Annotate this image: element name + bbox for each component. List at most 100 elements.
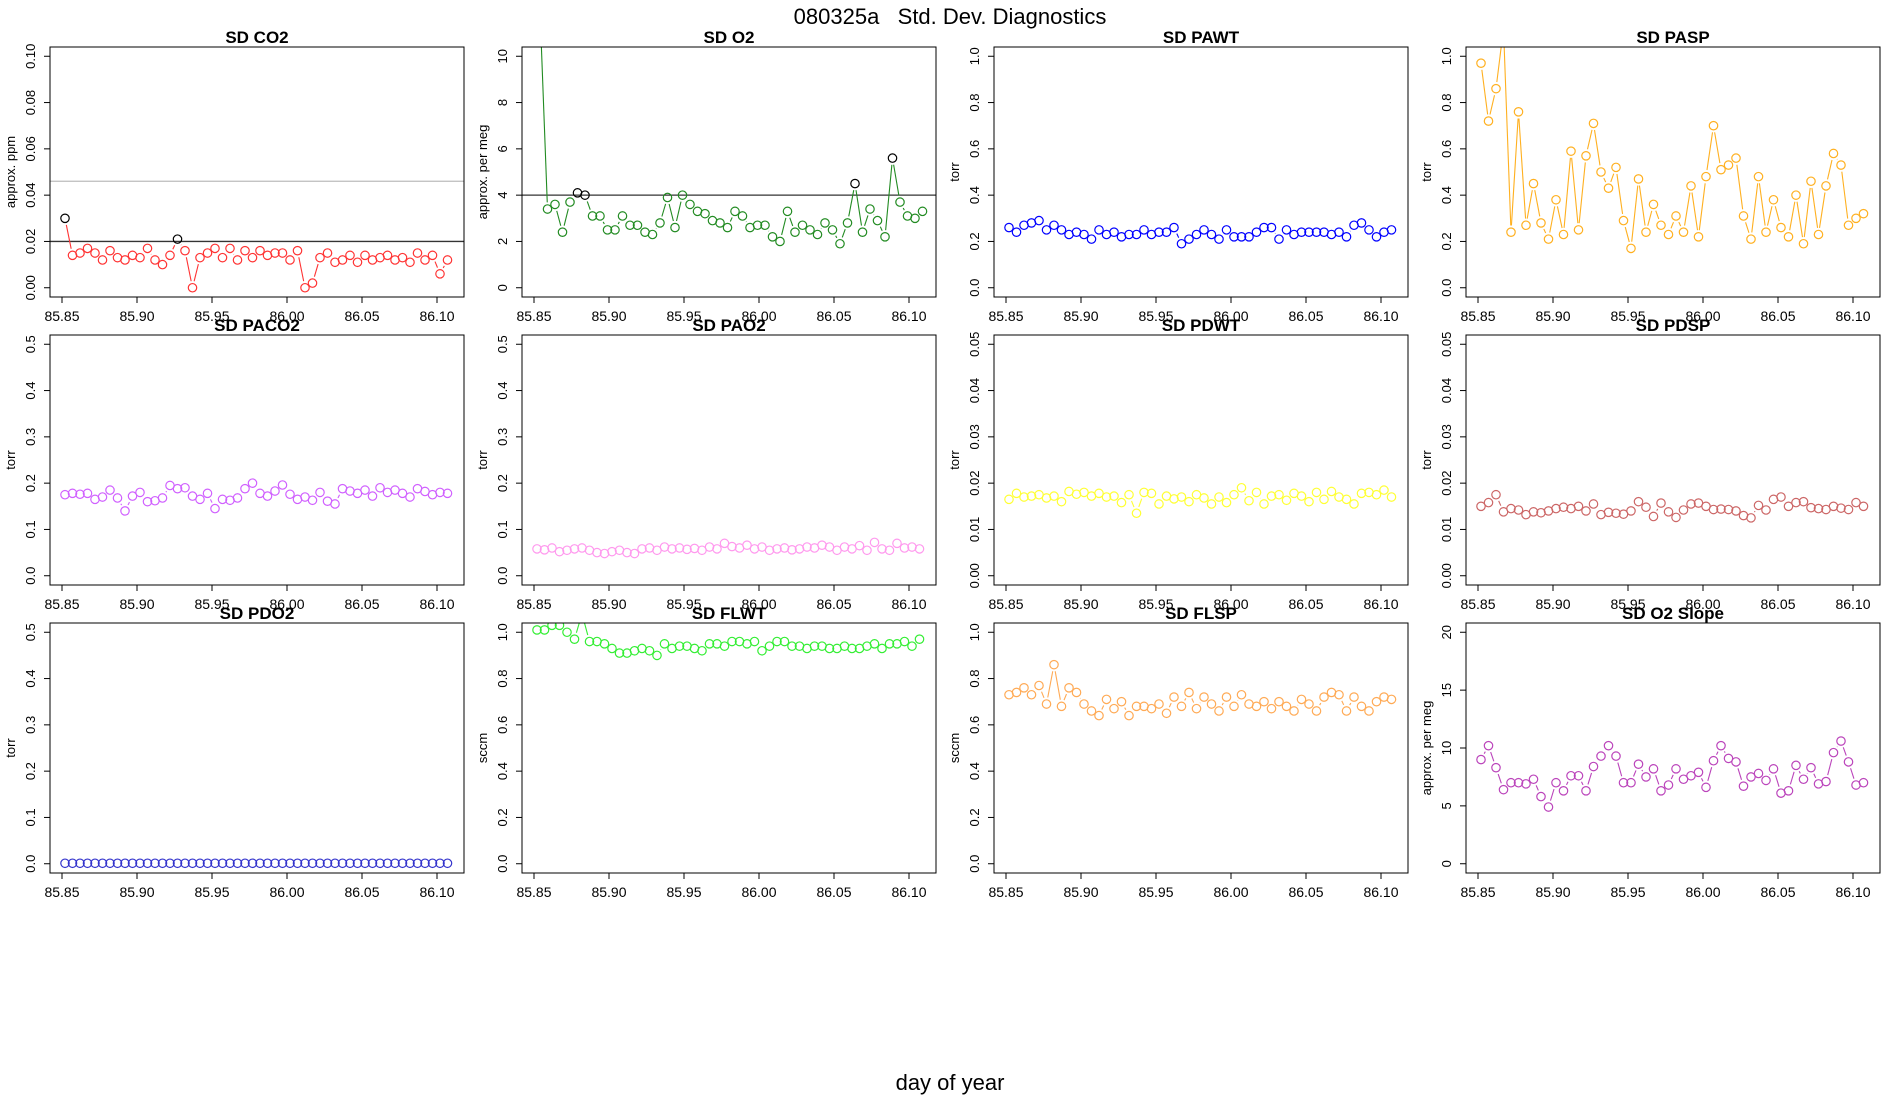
panel-title: SD PAO2 <box>692 316 765 335</box>
y-tick-label: 0.3 <box>23 428 38 446</box>
y-tick-label: 2 <box>495 238 510 245</box>
y-tick-label: 10 <box>495 49 510 63</box>
y-tick-label: 0.0 <box>23 567 38 585</box>
y-tick-label: 0.00 <box>967 563 982 588</box>
y-tick-label: 8 <box>495 99 510 106</box>
y-tick-label: 0.05 <box>967 332 982 357</box>
y-tick-label: 0.03 <box>1439 424 1454 449</box>
x-tick-label: 86.10 <box>891 308 926 324</box>
x-tick-label: 85.90 <box>591 596 626 612</box>
y-tick-label: 0.8 <box>967 94 982 112</box>
x-tick-label: 85.90 <box>119 884 154 900</box>
panel-title: SD O2 <box>703 28 754 47</box>
panel-ylabel: torr <box>3 450 18 470</box>
x-tick-label: 86.05 <box>1288 596 1323 612</box>
y-tick-label: 0.02 <box>23 229 38 254</box>
y-tick-label: 0.4 <box>495 382 510 400</box>
y-tick-label: 0 <box>1439 860 1454 867</box>
x-tick-label: 86.05 <box>1288 884 1323 900</box>
y-tick-label: 0.04 <box>23 182 38 207</box>
x-tick-label: 85.90 <box>1063 884 1098 900</box>
panel-title: SD PDSP <box>1636 316 1711 335</box>
y-tick-label: 1.0 <box>1439 47 1454 65</box>
x-tick-label: 85.90 <box>1535 884 1570 900</box>
x-tick-label: 85.95 <box>1138 884 1173 900</box>
y-tick-label: 5 <box>1439 802 1454 809</box>
panel-ylabel: approx. per meg <box>475 125 490 220</box>
y-tick-label: 0.3 <box>495 428 510 446</box>
x-tick-label: 86.10 <box>1835 596 1870 612</box>
x-tick-label: 85.85 <box>516 308 551 324</box>
x-tick-label: 86.05 <box>344 884 379 900</box>
x-tick-label: 85.85 <box>1460 884 1495 900</box>
x-tick-label: 85.85 <box>44 596 79 612</box>
y-tick-label: 0.2 <box>495 808 510 826</box>
panel-ylabel: approx. per meg <box>1419 701 1434 796</box>
x-tick-label: 86.05 <box>1760 884 1795 900</box>
x-tick-label: 85.90 <box>1535 308 1570 324</box>
y-tick-label: 0.0 <box>967 279 982 297</box>
y-tick-label: 0.04 <box>1439 378 1454 403</box>
y-tick-label: 20 <box>1439 625 1454 639</box>
y-tick-label: 4 <box>495 192 510 199</box>
x-tick-label: 85.85 <box>44 308 79 324</box>
y-tick-label: 0.8 <box>1439 94 1454 112</box>
x-tick-label: 85.85 <box>516 884 551 900</box>
y-tick-label: 0.0 <box>1439 279 1454 297</box>
y-tick-label: 0.2 <box>23 762 38 780</box>
y-tick-label: 0.6 <box>967 716 982 734</box>
y-tick-label: 0.1 <box>23 808 38 826</box>
y-tick-label: 0.1 <box>495 520 510 538</box>
y-tick-label: 0.08 <box>23 90 38 115</box>
x-tick-label: 86.05 <box>1288 308 1323 324</box>
y-tick-label: 0.4 <box>23 670 38 688</box>
x-tick-label: 85.85 <box>988 308 1023 324</box>
x-tick-label: 85.90 <box>119 596 154 612</box>
panel-ylabel: sccm <box>947 733 962 763</box>
x-tick-label: 86.10 <box>891 884 926 900</box>
series-segment <box>166 491 167 492</box>
series-segment <box>121 504 122 505</box>
x-tick-label: 86.00 <box>741 884 776 900</box>
x-tick-label: 85.90 <box>1063 308 1098 324</box>
y-tick-label: 0.6 <box>1439 140 1454 158</box>
y-tick-label: 0.02 <box>1439 470 1454 495</box>
y-tick-label: 0.00 <box>1439 563 1454 588</box>
x-tick-label: 85.90 <box>1063 596 1098 612</box>
x-tick-label: 86.05 <box>816 308 851 324</box>
y-tick-label: 0.1 <box>23 520 38 538</box>
x-tick-label: 85.85 <box>988 884 1023 900</box>
figure-title: 080325a Std. Dev. Diagnostics <box>794 4 1107 29</box>
x-tick-label: 86.05 <box>816 596 851 612</box>
y-tick-label: 0.4 <box>967 762 982 780</box>
x-tick-label: 85.85 <box>1460 596 1495 612</box>
y-tick-label: 0.4 <box>1439 186 1454 204</box>
y-tick-label: 0.2 <box>1439 232 1454 250</box>
panel-ylabel: torr <box>3 738 18 758</box>
x-tick-label: 86.10 <box>419 596 454 612</box>
x-tick-label: 86.05 <box>1760 596 1795 612</box>
y-tick-label: 0.04 <box>967 378 982 403</box>
panel-title: SD FLSP <box>1165 604 1237 623</box>
y-tick-label: 0.0 <box>967 855 982 873</box>
x-tick-label: 86.10 <box>1363 308 1398 324</box>
y-tick-label: 0.02 <box>967 470 982 495</box>
panel-title: SD PASP <box>1636 28 1709 47</box>
y-tick-label: 1.0 <box>967 623 982 641</box>
x-tick-label: 85.85 <box>1460 308 1495 324</box>
x-tick-label: 86.00 <box>1213 884 1248 900</box>
x-tick-label: 86.00 <box>269 884 304 900</box>
y-tick-label: 0.5 <box>23 623 38 641</box>
series-segment <box>1245 494 1246 495</box>
panel-title: SD CO2 <box>225 28 288 47</box>
x-tick-label: 85.95 <box>1610 884 1645 900</box>
y-tick-label: 0 <box>495 284 510 291</box>
panel-title: SD PACO2 <box>214 316 300 335</box>
y-tick-label: 10 <box>1439 741 1454 755</box>
series-segment <box>1754 511 1755 512</box>
x-tick-label: 86.10 <box>1363 596 1398 612</box>
x-tick-label: 86.05 <box>1760 308 1795 324</box>
x-tick-label: 86.10 <box>1363 884 1398 900</box>
